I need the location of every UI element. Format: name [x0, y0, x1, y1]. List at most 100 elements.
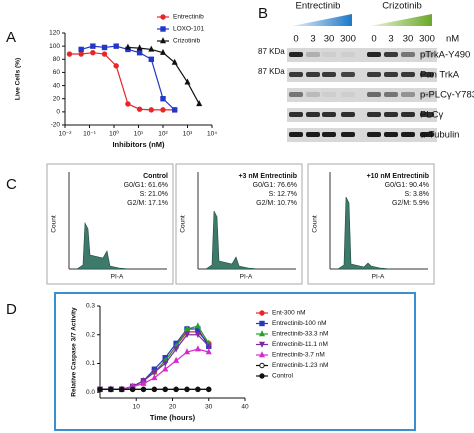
y-axis-label: Live Cells (%) — [15, 58, 22, 100]
band — [306, 112, 320, 117]
band — [384, 92, 398, 97]
band — [367, 52, 381, 57]
band — [341, 72, 355, 77]
series-line — [69, 52, 175, 111]
marker — [148, 107, 154, 113]
marker — [195, 386, 201, 393]
marker — [101, 44, 108, 51]
marker — [171, 58, 178, 65]
flow-y-label: Count — [180, 215, 187, 233]
band — [367, 92, 381, 97]
x-axis-label: Inhibitors (nM) — [112, 140, 165, 149]
marker — [194, 332, 201, 339]
band — [341, 132, 355, 137]
band — [384, 112, 398, 117]
band — [306, 92, 320, 97]
band — [367, 132, 381, 137]
marker — [183, 325, 191, 332]
marker — [205, 343, 212, 350]
marker — [206, 386, 212, 393]
marker — [78, 46, 84, 53]
marker — [140, 386, 147, 393]
flow-stat: G0/G1: 90.4% — [385, 182, 429, 189]
marker — [162, 386, 168, 393]
blot-strip — [287, 128, 437, 142]
marker — [148, 45, 155, 52]
band — [289, 72, 303, 77]
blot-strip — [287, 108, 437, 122]
band — [289, 52, 303, 57]
dose-label: 300 — [419, 34, 435, 45]
band — [289, 92, 303, 97]
y-tick-label: 20 — [53, 95, 61, 102]
band — [420, 132, 434, 137]
band — [289, 132, 303, 137]
marker — [136, 106, 143, 112]
band — [420, 92, 434, 97]
marker — [258, 330, 266, 337]
legend-label: Entrectinib-100 nM — [272, 320, 327, 327]
flow-frame — [307, 163, 435, 285]
legend-label: LOXO-101 — [173, 26, 204, 33]
marker — [162, 365, 169, 372]
band — [367, 112, 381, 117]
marker — [125, 101, 131, 107]
dose-label: 30 — [324, 34, 335, 45]
marker — [90, 50, 96, 56]
flow-histogram — [337, 196, 391, 270]
marker — [259, 362, 265, 369]
band — [401, 52, 415, 57]
marker — [160, 107, 166, 113]
marker — [160, 14, 166, 20]
band — [401, 92, 415, 97]
x-tick-label: 30 — [205, 404, 213, 411]
flow-frame — [175, 163, 303, 285]
flow-x-label: PI-A — [240, 274, 253, 281]
band — [322, 132, 336, 137]
protein-label: α-Tubulin — [420, 130, 459, 141]
x-tick-label: 20 — [169, 404, 177, 411]
x-axis-label: Time (hours) — [150, 413, 196, 422]
band — [367, 72, 381, 77]
band — [322, 92, 336, 97]
marker — [140, 379, 147, 386]
marker — [160, 96, 166, 102]
panel-d-frame — [54, 292, 416, 431]
marker — [171, 107, 178, 113]
blot-strip — [287, 48, 437, 62]
protein-label: Pan TrkA — [420, 70, 460, 81]
flow-stat: G2/M: 10.7% — [256, 200, 297, 207]
marker — [101, 51, 108, 57]
dose-label: 300 — [340, 34, 356, 45]
marker — [205, 348, 212, 355]
band — [322, 112, 336, 117]
marker — [258, 351, 266, 358]
marker — [113, 63, 119, 69]
legend-label: Ent-300 nM — [272, 310, 306, 317]
dose-wedge — [370, 14, 432, 26]
marker — [194, 345, 201, 352]
dose-label: 3 — [388, 34, 393, 45]
marker — [184, 386, 190, 393]
marker — [151, 374, 158, 381]
band — [384, 132, 398, 137]
blot-bands: pTrkA-Y490 Pan TrkA p-PLCγ-Y783 PLCγ α-Tubul… — [287, 48, 474, 142]
marker — [183, 348, 191, 355]
flow-stat: G0/G1: 76.6% — [253, 182, 297, 189]
blot-strip — [287, 88, 437, 102]
marker — [151, 369, 158, 376]
legend-label: Entrectinib-3.7 nM — [272, 352, 325, 359]
flow-frame — [46, 163, 174, 285]
y-tick-label: 40 — [53, 82, 61, 89]
series-line — [100, 328, 210, 390]
y-tick-label: 0.0 — [86, 389, 95, 396]
series-line — [100, 334, 210, 390]
marker — [184, 78, 191, 85]
series-line — [127, 46, 200, 105]
drug-label: Crizotinib — [382, 1, 422, 12]
band — [322, 52, 336, 57]
x-tick-label: 10² — [158, 131, 168, 138]
x-tick-label: 10⁰ — [109, 130, 119, 138]
marker — [259, 373, 265, 379]
marker — [113, 43, 119, 49]
